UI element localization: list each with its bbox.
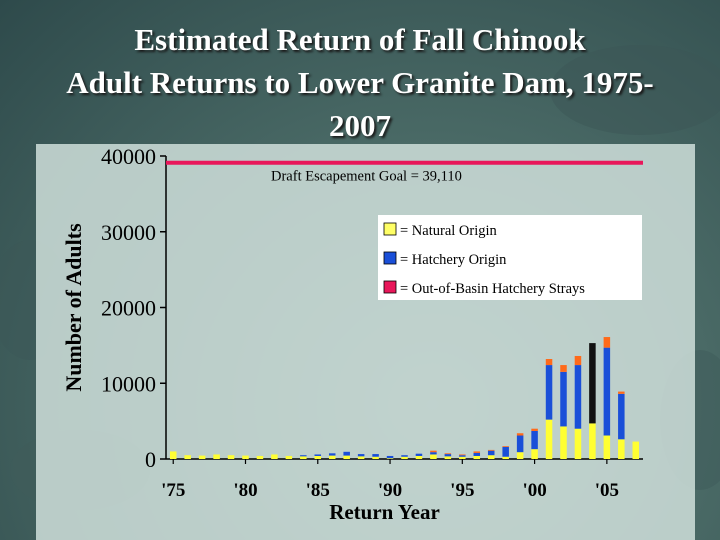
bar-hatchery-1986 bbox=[328, 453, 336, 456]
title-line-2: Adult Returns to Lower Granite Dam, 1975… bbox=[66, 65, 654, 100]
bar-hatchery-1989 bbox=[372, 454, 379, 457]
bar-natural-1980 bbox=[242, 455, 249, 459]
bar-hatchery-1998 bbox=[502, 446, 509, 457]
bar-natural-1977 bbox=[198, 455, 206, 459]
bar-hatchery-1995 bbox=[459, 455, 466, 457]
legend-label: = Natural Origin bbox=[400, 223, 498, 239]
bar-hatchery-2003 bbox=[574, 365, 582, 429]
bar-natural-1986 bbox=[328, 455, 336, 459]
bar-stray-1993 bbox=[430, 450, 437, 453]
x-tick-label: '85 bbox=[306, 480, 330, 501]
bar-natural-1983 bbox=[285, 455, 293, 459]
bar-stray-1998 bbox=[502, 446, 509, 447]
x-tick-label: '90 bbox=[378, 480, 402, 501]
bar-natural-2002 bbox=[560, 426, 567, 459]
bar-hatchery-1994 bbox=[444, 454, 452, 457]
bar-natural-1991 bbox=[401, 456, 408, 459]
x-axis-title: Return Year bbox=[329, 500, 440, 524]
bar-natural-1982 bbox=[271, 454, 278, 459]
bar-stray-1994 bbox=[444, 453, 452, 455]
x-tick-label: '05 bbox=[595, 480, 619, 501]
bar-stray-1996 bbox=[473, 451, 481, 453]
bar-natural-2004 bbox=[589, 423, 596, 459]
bar-stray-2002 bbox=[560, 365, 567, 372]
bar-stray-2001 bbox=[545, 359, 553, 366]
bar-hatchery-1999 bbox=[516, 435, 524, 453]
bar-hatchery-2002 bbox=[560, 371, 567, 427]
bar-natural-1994 bbox=[444, 456, 452, 459]
bar-natural-1990 bbox=[386, 458, 394, 459]
bar-natural-1984 bbox=[300, 456, 307, 459]
bar-natural-1987 bbox=[343, 455, 350, 459]
bar-hatchery-1992 bbox=[415, 453, 423, 456]
bar-hatchery-1990 bbox=[386, 455, 394, 459]
bar-natural-1979 bbox=[227, 455, 235, 459]
y-tick-label: 0 bbox=[145, 447, 156, 472]
x-tick-label: '00 bbox=[522, 480, 546, 501]
y-tick-label: 10000 bbox=[101, 371, 156, 396]
y-tick-label: 30000 bbox=[101, 220, 156, 245]
title-line-3: 2007 bbox=[329, 108, 391, 143]
bar-hatchery-1984 bbox=[300, 455, 307, 457]
bar-stray-2000 bbox=[531, 428, 538, 431]
bar-natural-1992 bbox=[415, 455, 423, 459]
bar-hatchery-1991 bbox=[401, 455, 408, 457]
bar-hatchery-1996 bbox=[473, 452, 481, 456]
legend-label: = Out-of-Basin Hatchery Strays bbox=[400, 281, 585, 297]
bar-natural-2005 bbox=[603, 435, 611, 459]
y-tick-label: 40000 bbox=[101, 144, 156, 169]
legend-label: = Hatchery Origin bbox=[400, 252, 507, 268]
bar-natural-1985 bbox=[314, 455, 322, 459]
x-tick-label: '95 bbox=[450, 480, 474, 501]
bar-stray-1997 bbox=[487, 449, 495, 451]
bar-other-2004 bbox=[589, 343, 596, 424]
bar-natural-2000 bbox=[531, 449, 538, 459]
legend-swatch bbox=[383, 222, 397, 236]
bar-stray-1995 bbox=[459, 454, 466, 456]
bar-natural-2007 bbox=[632, 441, 640, 459]
bar-hatchery-1987 bbox=[343, 451, 350, 456]
bar-natural-2006 bbox=[618, 439, 625, 459]
x-tick-label: '80 bbox=[233, 480, 257, 501]
bar-hatchery-1985 bbox=[314, 454, 322, 456]
bar-hatchery-2001 bbox=[545, 365, 553, 420]
bar-stray-2006 bbox=[618, 391, 625, 394]
bar-natural-1989 bbox=[372, 456, 379, 459]
bar-natural-2001 bbox=[545, 419, 553, 459]
title-line-1: Estimated Return of Fall Chinook bbox=[134, 22, 586, 57]
bar-hatchery-1993 bbox=[430, 452, 437, 455]
bar-stray-2005 bbox=[603, 337, 611, 348]
bar-natural-1997 bbox=[487, 455, 495, 459]
bar-natural-1981 bbox=[256, 455, 264, 459]
bar-natural-1976 bbox=[184, 455, 191, 459]
legend-swatch bbox=[383, 280, 397, 294]
bar-hatchery-2005 bbox=[603, 347, 611, 436]
chart-panel bbox=[36, 144, 695, 540]
legend-box bbox=[378, 215, 642, 300]
bar-natural-1978 bbox=[213, 454, 220, 459]
bar-natural-2003 bbox=[574, 428, 582, 459]
bar-natural-1988 bbox=[357, 456, 365, 459]
y-axis-title: Number of Adults bbox=[61, 223, 86, 392]
bar-natural-1996 bbox=[473, 455, 481, 459]
bar-hatchery-2006 bbox=[618, 393, 625, 440]
bar-hatchery-1988 bbox=[357, 454, 365, 457]
bar-natural-1999 bbox=[516, 452, 524, 459]
bar-natural-1975 bbox=[169, 451, 177, 459]
x-tick-label: '75 bbox=[161, 480, 185, 501]
escapement-goal-label: Draft Escapement Goal = 39,110 bbox=[271, 169, 462, 185]
slide-title: Estimated Return of Fall Chinook Adult R… bbox=[0, 18, 720, 147]
bar-stray-2003 bbox=[574, 355, 582, 366]
bar-stray-1999 bbox=[516, 433, 524, 436]
bar-natural-1993 bbox=[430, 454, 437, 459]
bar-natural-1998 bbox=[502, 456, 509, 459]
y-tick-label: 20000 bbox=[101, 296, 156, 321]
bar-natural-1995 bbox=[459, 456, 466, 459]
legend-swatch bbox=[383, 251, 397, 265]
bar-hatchery-2000 bbox=[531, 430, 538, 450]
bar-hatchery-1997 bbox=[487, 450, 495, 456]
